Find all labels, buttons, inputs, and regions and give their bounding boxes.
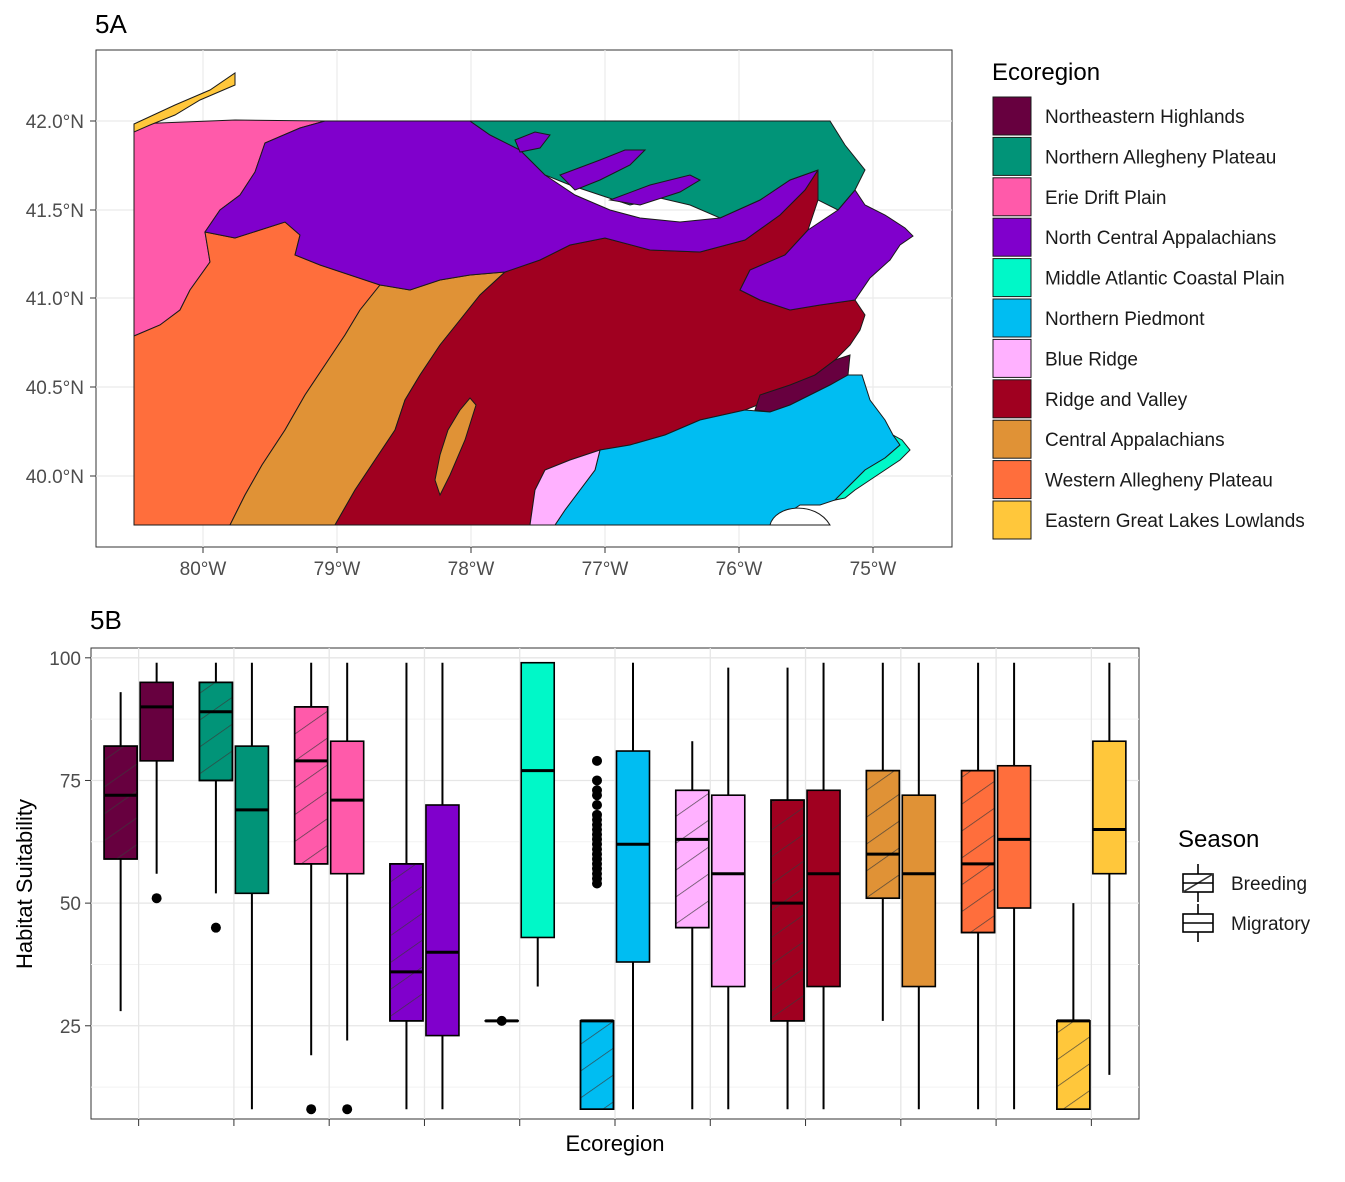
ecoregion-legend-swatch <box>993 97 1031 135</box>
box-outlier <box>152 893 162 903</box>
box-outlier <box>342 1104 352 1114</box>
box-hatch <box>104 746 137 859</box>
ecoregion-legend-label: Western Allegheny Plateau <box>1045 471 1273 492</box>
map-lon-tick-label: 79°W <box>314 559 361 580</box>
box-body <box>140 682 173 761</box>
season-legend-items: Breeding Migratory <box>1183 864 1311 942</box>
box-body <box>1093 741 1126 873</box>
box-outlier <box>592 756 602 766</box>
map-lon-tick-label: 75°W <box>850 559 897 580</box>
box-hatch <box>295 707 328 864</box>
ecoregion-legend-label: Eastern Great Lakes Lowlands <box>1045 511 1305 532</box>
box-hatch <box>866 771 899 899</box>
box-body <box>426 805 459 1036</box>
ecoregion-legend-label: Northeastern Highlands <box>1045 107 1245 128</box>
box-hatch <box>199 682 232 780</box>
box-body <box>712 795 745 986</box>
box-hatch <box>581 1021 614 1109</box>
map-lat-tick-label: 41.5°N <box>26 201 84 222</box>
ecoregion-legend-label: Northern Allegheny Plateau <box>1045 147 1276 168</box>
box-body <box>807 790 840 986</box>
box-body <box>998 766 1031 908</box>
box-hatch <box>390 864 423 1021</box>
season-legend-item: Migratory <box>1183 904 1311 942</box>
ecoregion-legend-swatch <box>993 299 1031 337</box>
ecoregion-legend-swatch <box>993 501 1031 539</box>
boxplot-y-axis: 25 50 75 100 <box>49 649 91 1038</box>
ecoregion-legend-label: Blue Ridge <box>1045 349 1138 370</box>
ecoregion-legend-swatch <box>993 218 1031 256</box>
y-axis-tick-label: 50 <box>60 894 81 915</box>
box-outlier <box>592 775 602 785</box>
season-legend-title: Season <box>1178 826 1259 853</box>
box-outlier <box>497 1016 507 1026</box>
box-body <box>235 746 268 893</box>
ecoregion-legend-swatch <box>993 380 1031 418</box>
map-lon-tick-label: 80°W <box>180 559 227 580</box>
ecoregion-legend-swatch <box>993 461 1031 499</box>
map-lat-tick-label: 40.5°N <box>26 378 84 399</box>
season-legend-label: Migratory <box>1231 914 1311 935</box>
ecoregion-legend: Ecoregion Northeastern Highlands Northern… <box>992 59 1305 539</box>
ecoregion-legend-swatch <box>993 259 1031 297</box>
box-body <box>331 741 364 873</box>
box-hatch <box>771 800 804 1021</box>
map-lon-tick-label: 76°W <box>716 559 763 580</box>
map-regions <box>134 73 913 525</box>
box-migratory <box>521 663 554 987</box>
ecoregion-legend-label: Ridge and Valley <box>1045 390 1188 411</box>
box-outlier <box>306 1104 316 1114</box>
ecoregion-legend-swatch <box>993 420 1031 458</box>
panel-label-5a: 5A <box>95 9 127 39</box>
ecoregion-legend-label: North Central Appalachians <box>1045 228 1276 249</box>
panel-label-5b: 5B <box>90 605 122 635</box>
box-hatch <box>962 771 995 933</box>
ecoregion-legend-title: Ecoregion <box>992 59 1100 86</box>
box-outlier <box>592 810 602 820</box>
map-lon-tick-label: 77°W <box>582 559 629 580</box>
ecoregion-legend-label: Erie Drift Plain <box>1045 188 1166 209</box>
box-outlier <box>592 800 602 810</box>
y-axis-title: Habitat Suitability <box>12 799 37 969</box>
box-body <box>617 751 650 962</box>
ecoregion-legend-swatch <box>993 137 1031 175</box>
box-body <box>902 795 935 986</box>
x-axis-title: Ecoregion <box>565 1131 664 1156</box>
box-body <box>521 663 554 938</box>
map-latitude-axis: 42.0°N 41.5°N 41.0°N 40.5°N 40.0°N <box>26 112 96 488</box>
map-lat-tick-label: 40.0°N <box>26 467 84 488</box>
map-lat-tick-label: 41.0°N <box>26 289 84 310</box>
map-longitude-axis: 80°W 79°W 78°W 77°W 76°W 75°W <box>180 547 897 580</box>
boxplot-x-axis <box>139 1119 1092 1126</box>
ecoregion-legend-label: Middle Atlantic Coastal Plain <box>1045 269 1285 290</box>
box-hatch <box>676 790 709 927</box>
season-legend: Season Breeding Migratory <box>1178 826 1311 942</box>
ecoregion-legend-items: Northeastern Highlands Northern Allegheny… <box>993 97 1305 539</box>
map-lon-tick-label: 78°W <box>448 559 495 580</box>
ecoregion-legend-label: Central Appalachians <box>1045 430 1225 451</box>
y-axis-tick-label: 75 <box>60 771 81 792</box>
box-outlier <box>211 923 221 933</box>
ecoregion-legend-label: Northern Piedmont <box>1045 309 1205 330</box>
y-axis-tick-label: 100 <box>49 649 81 670</box>
box-outlier <box>592 785 602 795</box>
map-panel: 42.0°N 41.5°N 41.0°N 40.5°N 40.0°N 80°W 79°W 7… <box>26 50 952 580</box>
map-lat-tick-label: 42.0°N <box>26 112 84 133</box>
y-axis-tick-label: 25 <box>60 1017 81 1038</box>
box-hatch <box>1057 1021 1090 1109</box>
ecoregion-legend-swatch <box>993 178 1031 216</box>
ecoregion-legend-swatch <box>993 339 1031 377</box>
season-legend-label: Breeding <box>1231 874 1307 895</box>
boxplot-panel: 25 50 75 100 Habitat Suitability Ecoregion <box>12 648 1139 1156</box>
season-legend-item: Breeding <box>1183 864 1307 902</box>
